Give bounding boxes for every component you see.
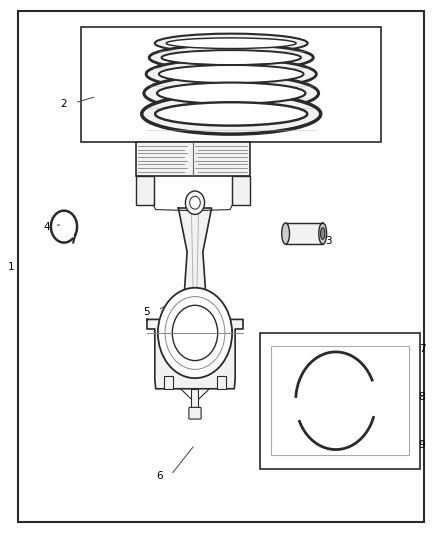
Ellipse shape xyxy=(321,228,325,239)
Text: 7: 7 xyxy=(419,344,425,354)
Ellipse shape xyxy=(166,38,296,49)
Ellipse shape xyxy=(149,45,313,70)
Circle shape xyxy=(158,288,232,378)
Circle shape xyxy=(172,305,218,361)
Bar xyxy=(217,376,226,389)
Ellipse shape xyxy=(157,83,305,104)
Text: 4: 4 xyxy=(43,222,50,232)
Text: 6: 6 xyxy=(157,472,163,481)
Bar xyxy=(81,27,381,142)
Bar xyxy=(191,389,198,410)
Bar xyxy=(164,376,173,389)
Circle shape xyxy=(190,196,200,209)
Bar xyxy=(261,333,420,469)
Text: 9: 9 xyxy=(419,440,425,450)
Text: 2: 2 xyxy=(61,99,67,109)
Text: 5: 5 xyxy=(144,306,150,317)
Bar xyxy=(232,176,250,205)
Circle shape xyxy=(185,191,205,214)
Text: 1: 1 xyxy=(8,262,15,271)
Polygon shape xyxy=(147,319,243,389)
Ellipse shape xyxy=(155,102,307,126)
Ellipse shape xyxy=(155,34,307,53)
Ellipse shape xyxy=(144,75,318,111)
Ellipse shape xyxy=(142,94,321,134)
Bar xyxy=(136,176,153,205)
Ellipse shape xyxy=(319,223,327,244)
Ellipse shape xyxy=(159,65,304,83)
Ellipse shape xyxy=(146,59,316,89)
Bar xyxy=(136,142,250,176)
FancyBboxPatch shape xyxy=(189,407,201,419)
Ellipse shape xyxy=(162,50,301,65)
Bar xyxy=(272,346,409,455)
Text: 3: 3 xyxy=(325,236,332,246)
Text: 8: 8 xyxy=(419,392,425,402)
Bar xyxy=(286,223,323,244)
Ellipse shape xyxy=(282,223,290,244)
Polygon shape xyxy=(178,208,212,328)
